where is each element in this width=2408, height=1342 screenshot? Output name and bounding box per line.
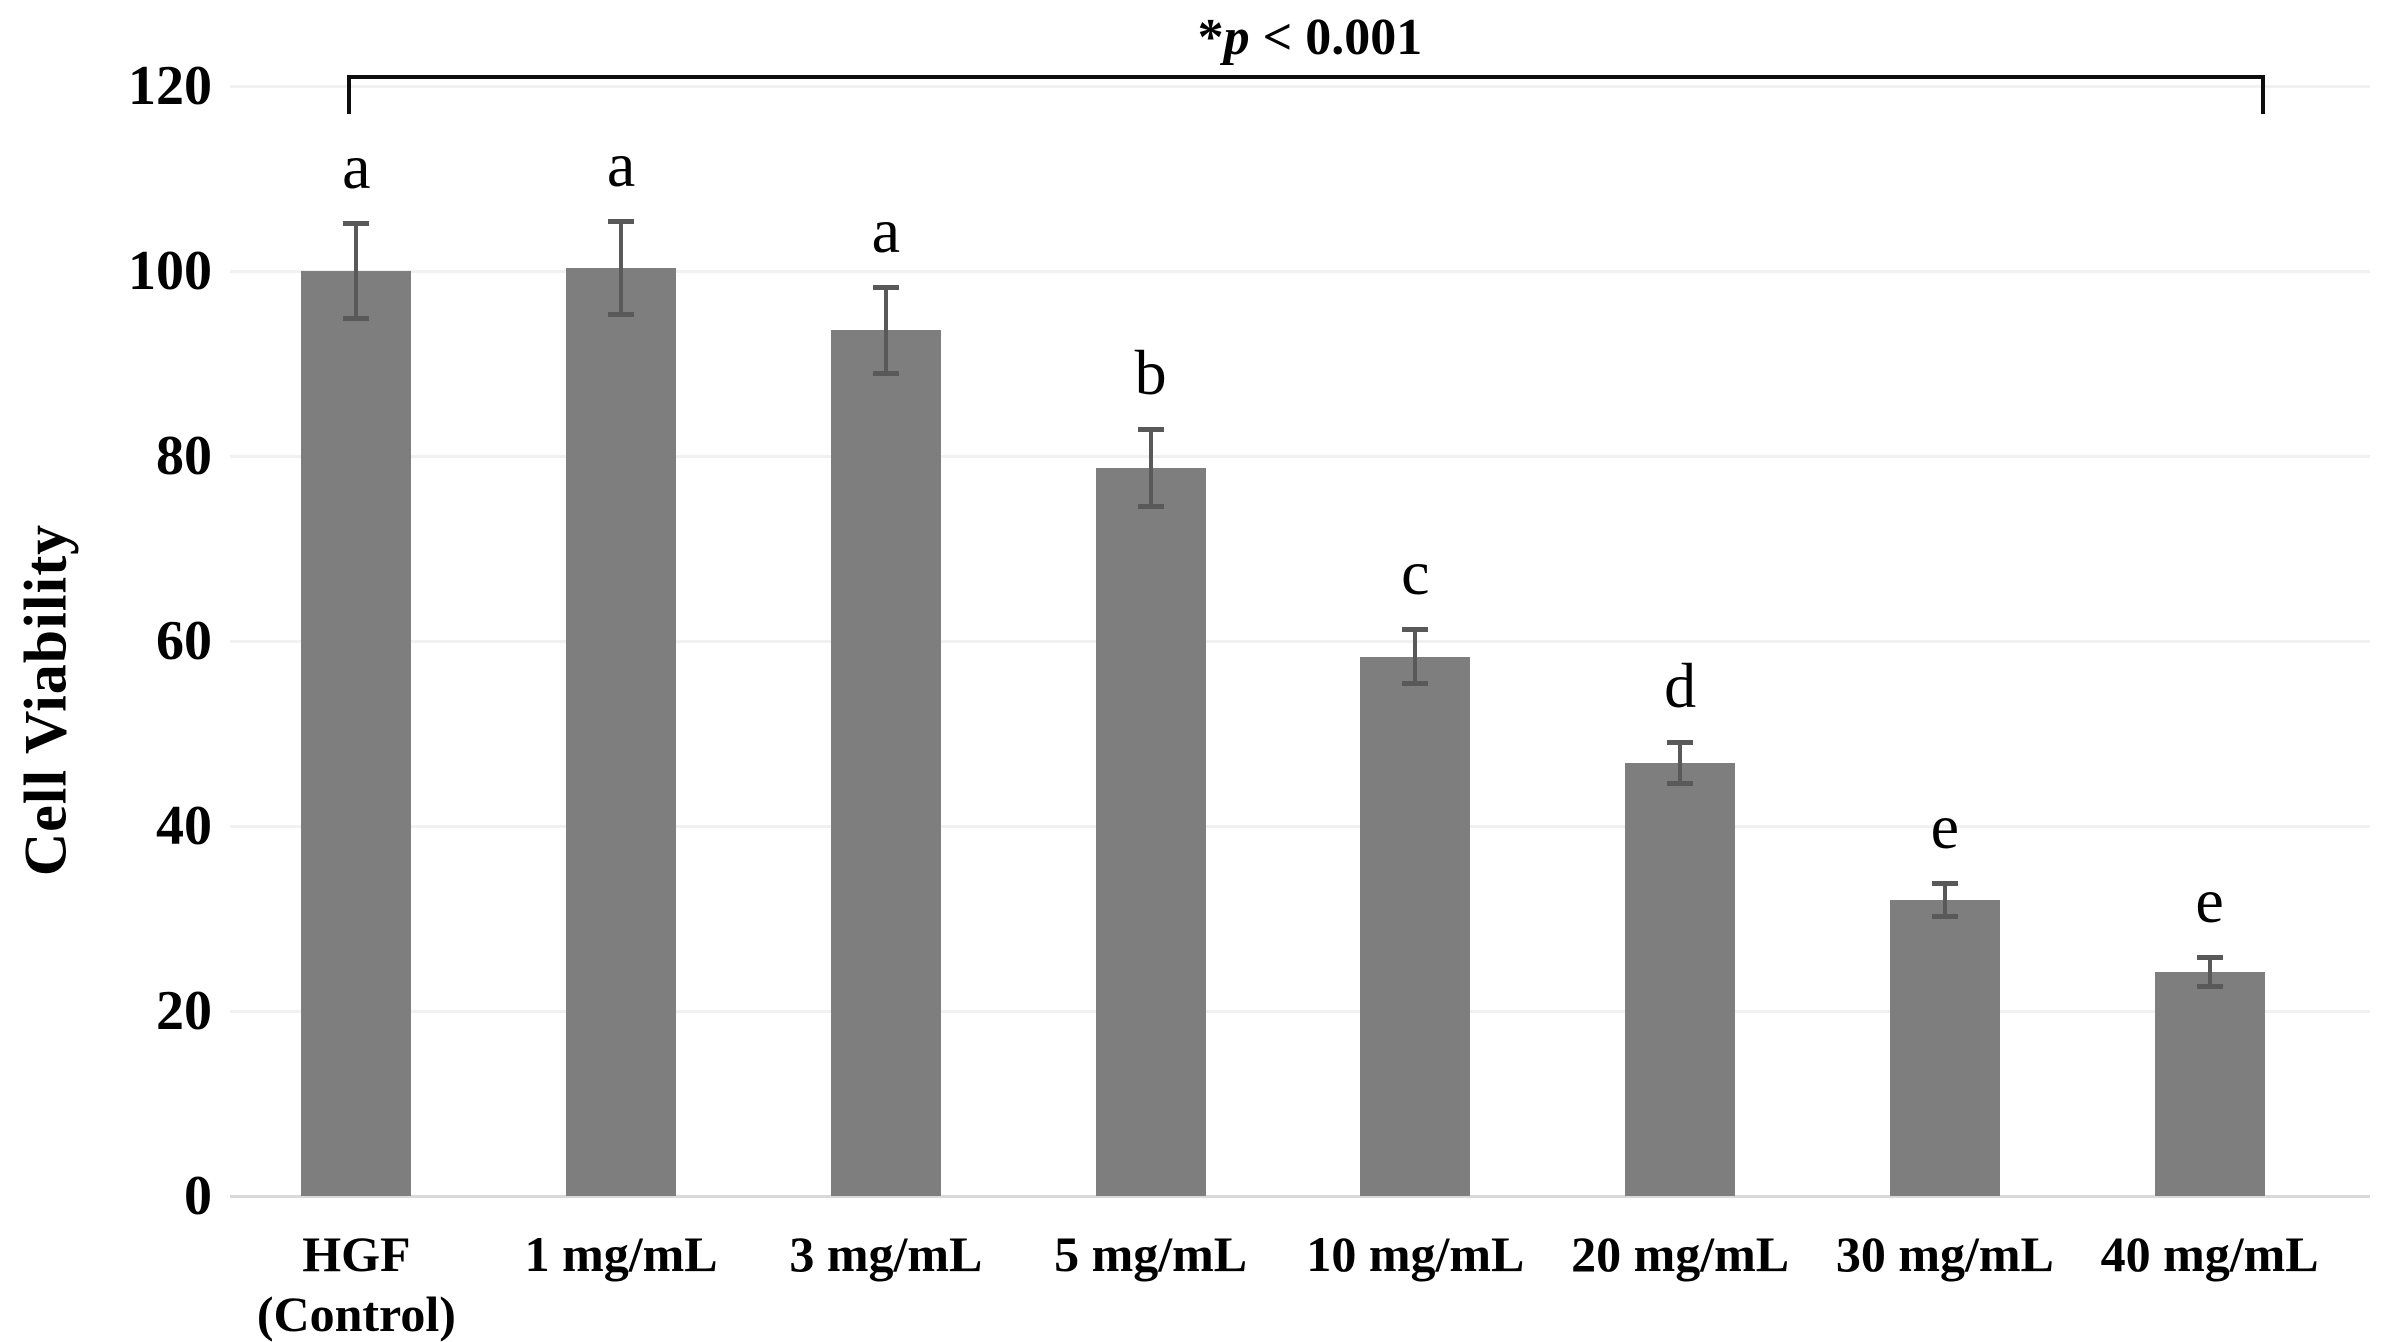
significance-letter: a: [871, 194, 901, 266]
significance-letter: a: [606, 129, 636, 201]
y-tick-label: 0: [184, 1165, 212, 1227]
gridline: [230, 85, 2370, 88]
bar: [1360, 656, 1471, 1196]
x-tick-label: HGF (Control): [256, 1226, 456, 1342]
gridline: [230, 455, 2370, 458]
error-bar: [1148, 429, 1153, 507]
gridline: [230, 1010, 2370, 1013]
y-tick-label: 20: [156, 980, 212, 1042]
bar: [830, 330, 941, 1196]
error-bar: [1413, 628, 1418, 685]
bar: [1889, 900, 2000, 1196]
error-bar-cap-top: [608, 219, 635, 225]
gridline: [230, 270, 2370, 273]
error-bar-cap-top: [1667, 739, 1694, 745]
x-tick-label: 3 mg/mL: [789, 1226, 983, 1282]
y-tick-label: 40: [156, 795, 212, 857]
significance-letter: e: [1930, 791, 1960, 863]
error-bar-cap-bottom: [872, 370, 899, 376]
error-bar: [883, 286, 888, 374]
significance-bracket: [347, 75, 2265, 114]
bar: [1625, 763, 1736, 1196]
significance-letter: d: [1664, 649, 1697, 721]
x-tick-label: 10 mg/mL: [1306, 1226, 1525, 1282]
x-tick-label: 5 mg/mL: [1054, 1226, 1248, 1282]
significance-p: p: [1223, 9, 1250, 66]
error-bar-cap-top: [2196, 955, 2223, 961]
y-tick-label: 80: [156, 425, 212, 487]
error-bar-cap-bottom: [608, 312, 635, 318]
error-bar: [354, 222, 359, 320]
significance-star: *: [1197, 9, 1224, 66]
significance-threshold: < 0.001: [1249, 9, 1423, 66]
y-tick-label: 100: [128, 240, 212, 302]
error-bar-cap-bottom: [1137, 503, 1164, 509]
bar: [2154, 972, 2265, 1196]
error-bar-cap-top: [872, 284, 899, 290]
error-bar-cap-top: [343, 220, 370, 226]
error-bar: [619, 221, 624, 316]
error-bar: [2207, 957, 2212, 987]
x-tick-label: 40 mg/mL: [2100, 1226, 2319, 1282]
error-bar: [1942, 883, 1947, 917]
error-bar-cap-bottom: [1667, 781, 1694, 787]
gridline: [230, 1195, 2370, 1198]
x-tick-label: 20 mg/mL: [1571, 1226, 1790, 1282]
error-bar: [1678, 741, 1683, 785]
significance-letter: b: [1134, 337, 1167, 409]
x-tick-label: 30 mg/mL: [1835, 1226, 2054, 1282]
gridline: [230, 825, 2370, 828]
bar: [301, 271, 412, 1196]
error-bar-cap-bottom: [1931, 913, 1958, 919]
error-bar-cap-bottom: [2196, 983, 2223, 989]
error-bar-cap-top: [1137, 427, 1164, 433]
x-tick-label: 1 mg/mL: [524, 1226, 718, 1282]
error-bar-cap-bottom: [343, 316, 370, 322]
significance-letter: a: [342, 130, 371, 202]
significance-label: *p < 0.001: [1198, 8, 1423, 67]
y-tick-label: 60: [156, 610, 212, 672]
bar: [566, 268, 677, 1196]
error-bar-cap-top: [1931, 881, 1958, 887]
error-bar-cap-top: [1402, 626, 1429, 632]
significance-letter: e: [2195, 865, 2224, 937]
bar: [1095, 468, 1206, 1196]
gridline: [230, 640, 2370, 643]
error-bar-cap-bottom: [1402, 681, 1429, 687]
y-tick-label: 120: [128, 55, 212, 117]
significance-letter: c: [1401, 536, 1430, 608]
